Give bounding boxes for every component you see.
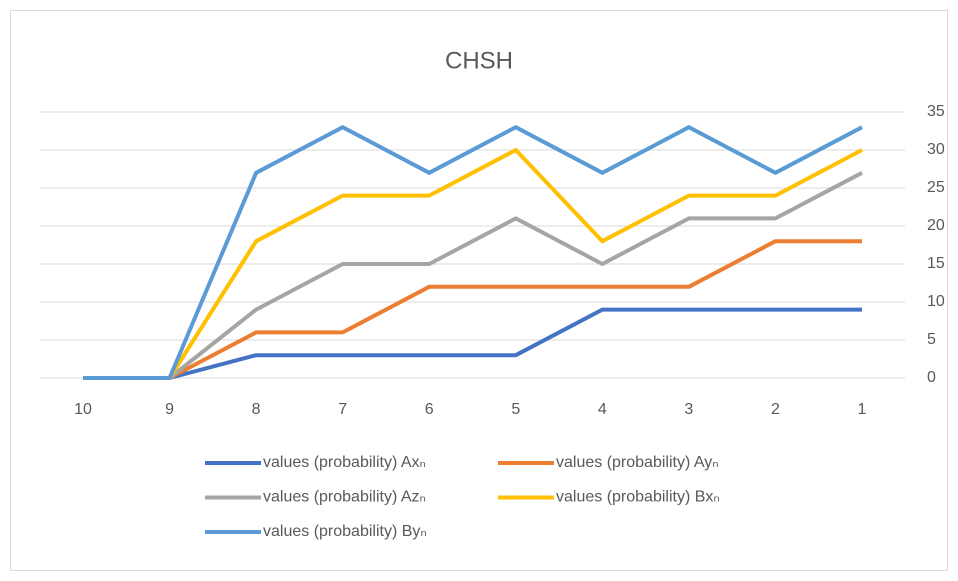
legend-label: values (probability) Azₙ [263, 489, 426, 506]
legend-label: values (probability) Axₙ [263, 454, 426, 471]
y-tick-label: 0 [927, 369, 936, 386]
x-tick-label: 2 [771, 401, 780, 418]
x-tick-label: 4 [598, 401, 607, 418]
x-tick-label: 1 [858, 401, 867, 418]
x-tick-label: 8 [252, 401, 261, 418]
legend-label: values (probability) Bxₙ [556, 489, 720, 506]
chart-border [10, 10, 948, 571]
y-tick-label: 25 [927, 179, 945, 196]
legend-label: values (probability) Byₙ [263, 523, 427, 540]
y-tick-label: 5 [927, 331, 936, 348]
legend-label: values (probability) Ayₙ [556, 454, 719, 471]
x-tick-label: 3 [684, 401, 693, 418]
x-tick-label: 7 [338, 401, 347, 418]
chart-title: CHSH [445, 47, 513, 74]
series-line [83, 148, 863, 380]
series-line [83, 125, 863, 380]
series-line [83, 171, 863, 380]
x-tick-label: 10 [74, 401, 92, 418]
y-tick-label: 15 [927, 255, 945, 272]
x-tick-label: 9 [165, 401, 174, 418]
y-tick-label: 20 [927, 217, 945, 234]
y-tick-label: 10 [927, 293, 945, 310]
x-tick-label: 5 [511, 401, 520, 418]
y-tick-label: 35 [927, 103, 945, 120]
y-tick-label: 30 [927, 141, 945, 158]
series-line [83, 307, 862, 380]
x-tick-label: 6 [425, 401, 434, 418]
series-line [83, 239, 862, 380]
